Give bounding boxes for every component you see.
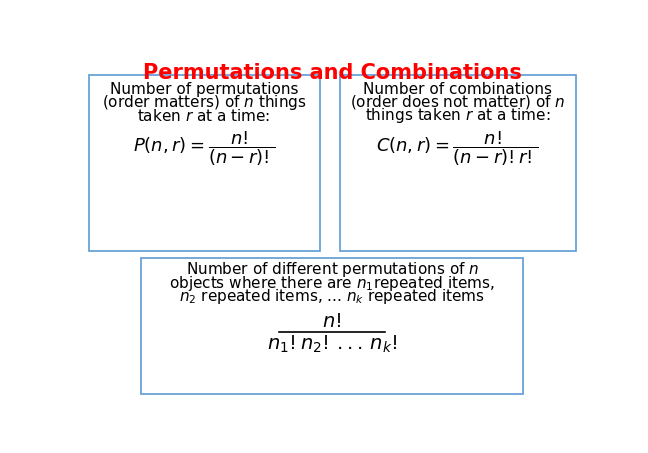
Text: Number of permutations: Number of permutations xyxy=(110,82,298,97)
FancyBboxPatch shape xyxy=(340,75,575,251)
Text: objects where there are $n_1$repeated items,: objects where there are $n_1$repeated it… xyxy=(169,274,495,293)
Text: Permutations and Combinations: Permutations and Combinations xyxy=(143,63,522,83)
Text: Number of combinations: Number of combinations xyxy=(363,82,552,97)
Text: (order matters) of $n$ things: (order matters) of $n$ things xyxy=(102,93,307,112)
Text: $C(n,r)=\dfrac{n!}{(n-r)!r!}$: $C(n,r)=\dfrac{n!}{(n-r)!r!}$ xyxy=(376,129,539,168)
Text: $n_1!n_2!\,...\,n_k!$: $n_1!n_2!\,...\,n_k!$ xyxy=(267,334,397,355)
FancyBboxPatch shape xyxy=(89,75,319,251)
Text: $P(n,r)=\dfrac{n!}{(n-r)!}$: $P(n,r)=\dfrac{n!}{(n-r)!}$ xyxy=(133,129,275,168)
Text: $n_2$ repeated items, ... $n_k$ repeated items: $n_2$ repeated items, ... $n_k$ repeated… xyxy=(179,287,485,306)
Text: (order does not matter) of $n$: (order does not matter) of $n$ xyxy=(350,93,566,111)
Text: taken $r$ at a time:: taken $r$ at a time: xyxy=(137,108,271,124)
Text: Number of different permutations of $n$: Number of different permutations of $n$ xyxy=(185,260,479,280)
Text: things taken $r$ at a time:: things taken $r$ at a time: xyxy=(365,106,550,125)
Text: $n!$: $n!$ xyxy=(323,312,341,331)
FancyBboxPatch shape xyxy=(141,258,523,395)
